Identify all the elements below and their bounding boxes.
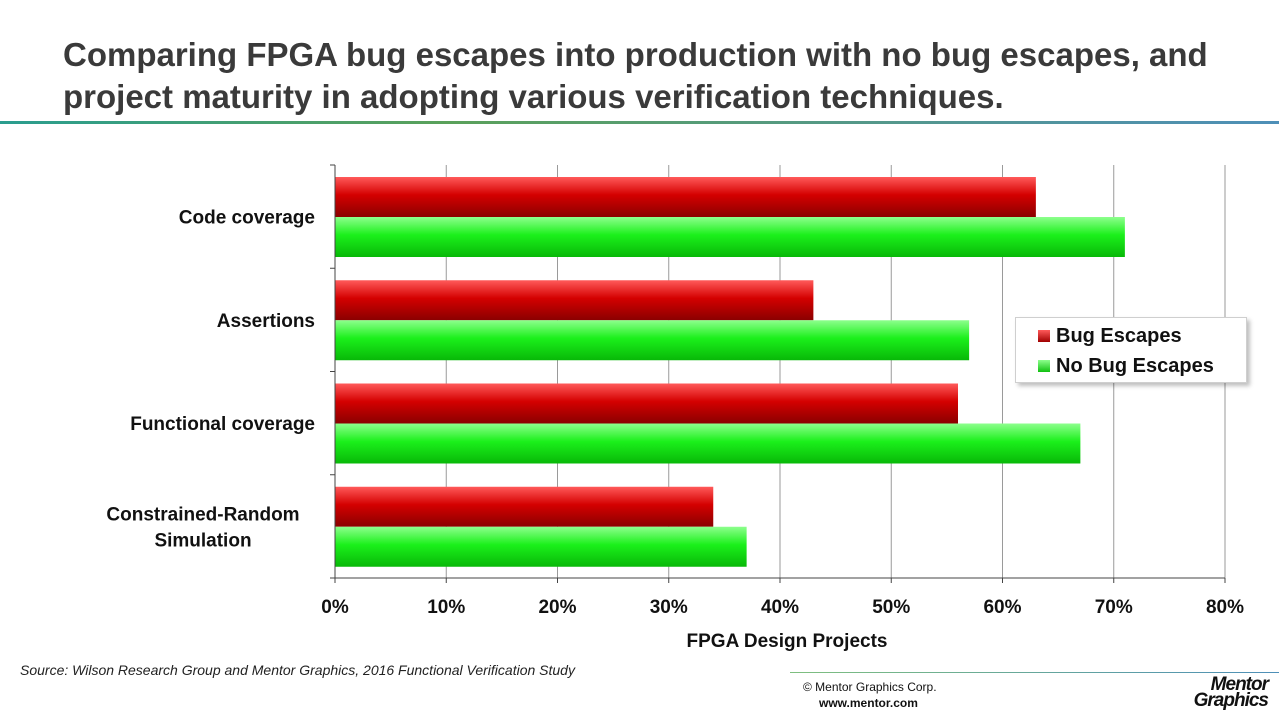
title-divider	[0, 121, 1279, 124]
category-label: Functional coverage	[130, 414, 315, 435]
slide-title: Comparing FPGA bug escapes into producti…	[63, 36, 1208, 115]
x-tick-label: 30%	[650, 597, 688, 618]
chart-legend: Bug Escapes No Bug Escapes	[1015, 317, 1247, 383]
x-tick-label: 40%	[761, 597, 799, 618]
logo-line-1: Mentor	[1210, 674, 1269, 695]
bar-bug-escapes	[335, 486, 714, 527]
category-label: Code coverage	[179, 208, 315, 229]
bar-no-bug-escapes	[335, 526, 747, 567]
x-tick-label: 20%	[538, 597, 576, 618]
category-label-line: Constrained-Random	[106, 504, 299, 525]
x-tick-label: 60%	[983, 597, 1021, 618]
bar-no-bug-escapes	[335, 217, 1125, 257]
mentor-graphics-logo: Mentor Graphics	[1168, 674, 1269, 711]
legend-label-bug-escapes: Bug Escapes	[1056, 324, 1182, 347]
x-tick-label: 50%	[872, 597, 910, 618]
legend-swatch-no-bug-escapes	[1038, 360, 1050, 372]
logo-line-2: Graphics	[1193, 690, 1269, 711]
category-label-line: Simulation	[154, 530, 251, 551]
bar-bug-escapes	[335, 383, 958, 424]
category-label-line: Code coverage	[179, 208, 315, 229]
category-label: Assertions	[217, 311, 315, 332]
x-tick-label: 80%	[1206, 597, 1244, 618]
x-tick-label: 10%	[427, 597, 465, 618]
legend-label-no-bug-escapes: No Bug Escapes	[1056, 354, 1214, 377]
category-label-line: Assertions	[217, 311, 315, 332]
bar-bug-escapes	[335, 280, 814, 321]
footer-divider	[790, 672, 1279, 673]
bar-no-bug-escapes	[335, 320, 970, 361]
bar-no-bug-escapes	[335, 423, 1081, 464]
category-label-line: Functional coverage	[130, 414, 315, 435]
x-tick-label: 0%	[321, 597, 349, 618]
legend-item-no-bug-escapes: No Bug Escapes	[1038, 352, 1214, 380]
legend-item-bug-escapes: Bug Escapes	[1038, 322, 1182, 350]
category-label: Constrained-Random Simulation	[106, 504, 299, 551]
bar-bug-escapes	[335, 177, 1036, 217]
website-text: www.mentor.com	[819, 696, 918, 710]
source-note: Source: Wilson Research Group and Mentor…	[20, 662, 575, 678]
copyright-text: © Mentor Graphics Corp.	[803, 680, 937, 694]
legend-swatch-bug-escapes	[1038, 330, 1050, 342]
x-tick-label: 70%	[1095, 597, 1133, 618]
x-axis-title: FPGA Design Projects	[687, 631, 888, 652]
